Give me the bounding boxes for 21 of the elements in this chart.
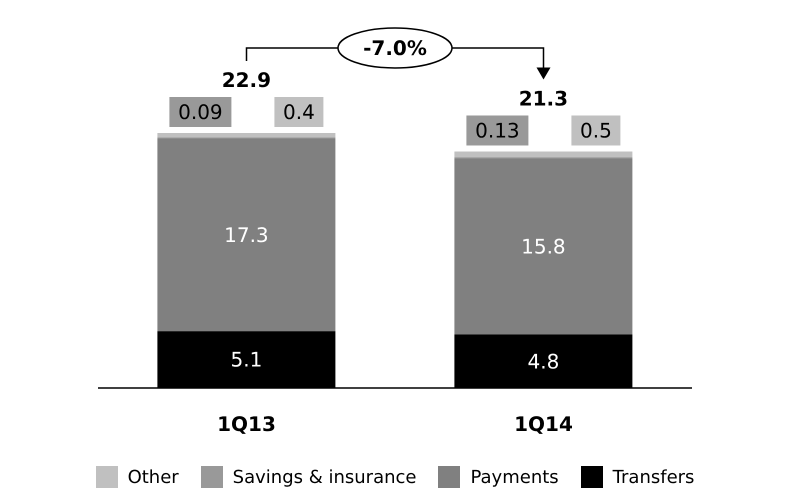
data-label: 5.1 bbox=[230, 348, 262, 372]
total-label: 21.3 bbox=[518, 86, 568, 110]
legend-label: Payments bbox=[470, 466, 559, 488]
x-tick-label: 1Q14 bbox=[514, 412, 573, 436]
x-tick-label: 1Q13 bbox=[217, 412, 276, 436]
data-label: 0.09 bbox=[178, 100, 223, 124]
bar bbox=[454, 158, 632, 335]
text: -7.0% bbox=[363, 36, 427, 60]
data-label: 17.3 bbox=[224, 222, 269, 247]
data-label: 4.8 bbox=[527, 349, 560, 374]
data-label: 15.8 bbox=[521, 234, 566, 259]
data-label: 0.4 bbox=[282, 100, 315, 124]
legend-label: Other bbox=[128, 466, 179, 488]
total-label: 22.9 bbox=[222, 68, 272, 92]
legend-label: Transfers bbox=[612, 466, 694, 488]
bar bbox=[454, 151, 632, 158]
data-label: 0.5 bbox=[580, 118, 612, 142]
data-label: 0.13 bbox=[475, 118, 520, 142]
legend-label: Savings & insurance bbox=[232, 466, 416, 488]
bar bbox=[157, 133, 336, 138]
bar bbox=[157, 138, 336, 332]
